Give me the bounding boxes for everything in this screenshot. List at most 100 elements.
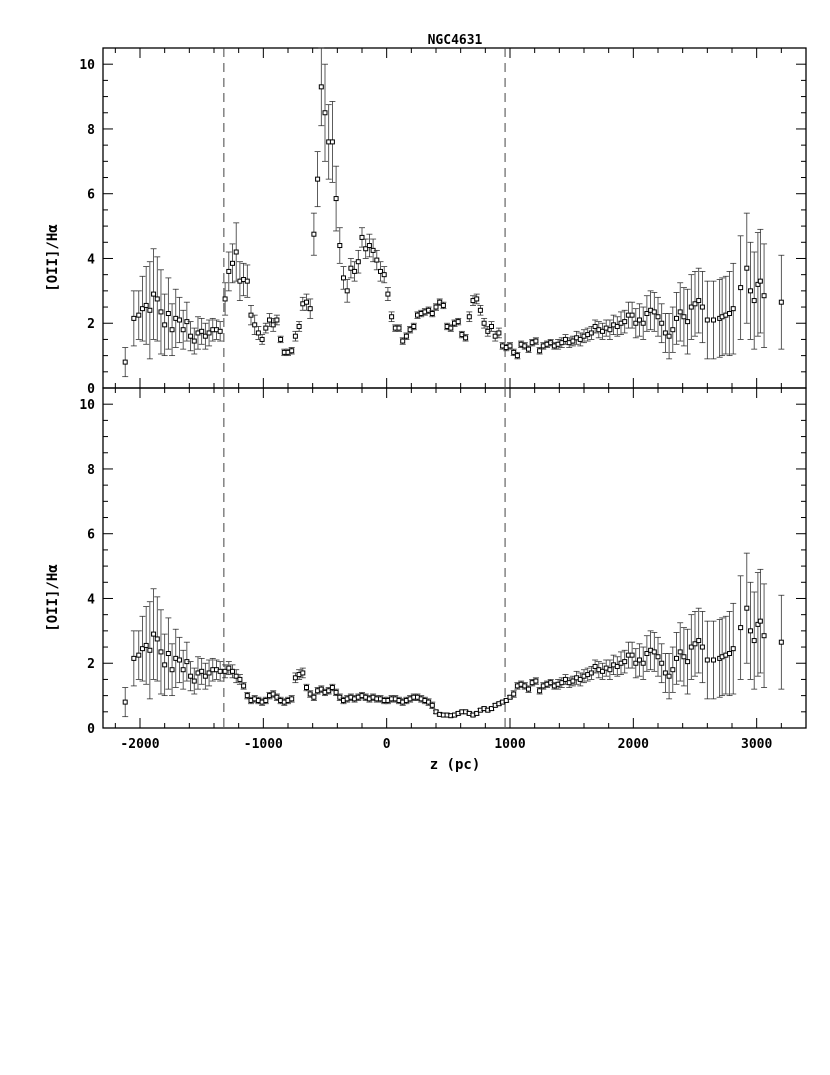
bottom-data-point <box>744 605 750 611</box>
top-plot-frame <box>102 47 807 389</box>
top-data-point <box>396 325 402 331</box>
bottom-data-point <box>230 668 235 674</box>
top-data-point <box>696 298 702 304</box>
bottom-data-point <box>711 657 716 663</box>
top-y-tick-label: 10 <box>79 58 95 73</box>
top-y-tick-label: 6 <box>87 188 95 203</box>
bottom-data-point <box>199 668 205 674</box>
top-data-point <box>206 330 212 336</box>
bottom-data-point <box>778 639 784 645</box>
bottom-data-point <box>751 638 757 644</box>
bottom-data-point <box>704 657 710 663</box>
top-data-point <box>366 243 372 249</box>
bottom-data-point <box>237 676 243 682</box>
top-data-point <box>322 110 328 116</box>
x-tick-label: 2000 <box>618 737 649 752</box>
bottom-data-point <box>263 697 269 703</box>
bottom-data-point <box>226 665 232 671</box>
bottom-data-point <box>511 691 517 697</box>
top-data-point <box>374 257 380 263</box>
top-data-point <box>411 323 417 329</box>
top-data-point <box>278 336 284 342</box>
bottom-data-point <box>662 670 668 676</box>
top-data-point <box>226 268 232 274</box>
top-data-point <box>666 333 672 339</box>
bottom-y-tick-label: 8 <box>87 463 95 478</box>
top-data-point <box>644 311 650 317</box>
x-tick-label: -1000 <box>244 737 283 752</box>
top-data-point <box>685 319 691 325</box>
top-data-point <box>748 288 753 294</box>
top-data-point <box>727 311 733 317</box>
bottom-data-point <box>158 649 164 655</box>
top-data-point <box>600 328 605 334</box>
top-data-point <box>217 328 223 334</box>
top-data-point <box>622 319 628 325</box>
top-data-point <box>481 320 487 326</box>
top-data-point <box>230 260 235 266</box>
bottom-data-point <box>206 670 212 676</box>
top-data-point <box>526 346 531 352</box>
top-data-point <box>537 348 543 354</box>
bottom-data-point <box>692 641 698 647</box>
bottom-data-point <box>633 660 639 666</box>
top-data-point <box>670 327 676 333</box>
bottom-data-point <box>154 636 160 642</box>
top-y-tick-label: 2 <box>87 317 95 332</box>
top-data-point <box>344 288 350 294</box>
top-data-point <box>607 327 613 333</box>
top-data-point <box>267 317 272 323</box>
top-data-point <box>122 359 128 365</box>
top-data-point <box>147 307 153 313</box>
top-data-point <box>143 302 149 308</box>
top-data-point <box>176 317 182 323</box>
top-data-point <box>307 306 313 312</box>
top-data-point <box>533 338 539 344</box>
top-data-point <box>381 272 387 278</box>
bottom-data-point <box>563 676 568 682</box>
top-panel: 0 2 4 6 8 10 <box>79 47 807 397</box>
top-data-point <box>252 322 258 328</box>
bottom-data-point <box>738 625 744 631</box>
bottom-data-point <box>526 686 531 692</box>
top-data-point <box>699 304 705 310</box>
top-data-point <box>570 338 576 344</box>
top-data-point <box>311 231 317 237</box>
top-data-point <box>592 323 598 329</box>
bottom-data-point <box>433 709 439 715</box>
bottom-data-point <box>489 706 494 712</box>
bottom-data-point <box>241 683 247 689</box>
x-tick-label: 1000 <box>494 737 525 752</box>
bottom-data-point <box>688 644 694 650</box>
chart-title: NGC4631 <box>428 33 483 48</box>
top-data-point <box>318 84 324 90</box>
top-data-point <box>577 336 583 342</box>
x-axis-label: z (pc) <box>430 757 481 773</box>
top-data-point <box>455 319 461 325</box>
top-data-point <box>563 336 568 342</box>
top-data-point <box>222 296 228 302</box>
top-data-point <box>637 317 642 323</box>
bottom-data-point <box>761 633 767 639</box>
bottom-y-tick-label: 2 <box>87 657 95 672</box>
top-data-point <box>352 268 358 274</box>
top-data-point <box>136 312 142 318</box>
bottom-data-point <box>577 676 583 682</box>
top-data-point <box>655 314 661 320</box>
top-data-point <box>496 330 502 336</box>
bottom-data-point <box>217 668 223 674</box>
top-data-point <box>188 333 194 339</box>
top-data-point <box>180 327 186 333</box>
top-data-point <box>199 328 205 334</box>
top-data-point <box>659 320 665 326</box>
top-data-point <box>477 307 483 313</box>
bottom-data-point <box>139 646 145 652</box>
bottom-data-point <box>640 660 646 666</box>
x-tick-label: 3000 <box>741 737 772 752</box>
bottom-data-point <box>202 673 208 679</box>
top-data-point <box>389 314 395 320</box>
top-data-point <box>489 323 494 329</box>
top-data-point <box>738 285 744 291</box>
bottom-data-point <box>191 678 197 684</box>
bottom-data-point <box>659 660 665 666</box>
